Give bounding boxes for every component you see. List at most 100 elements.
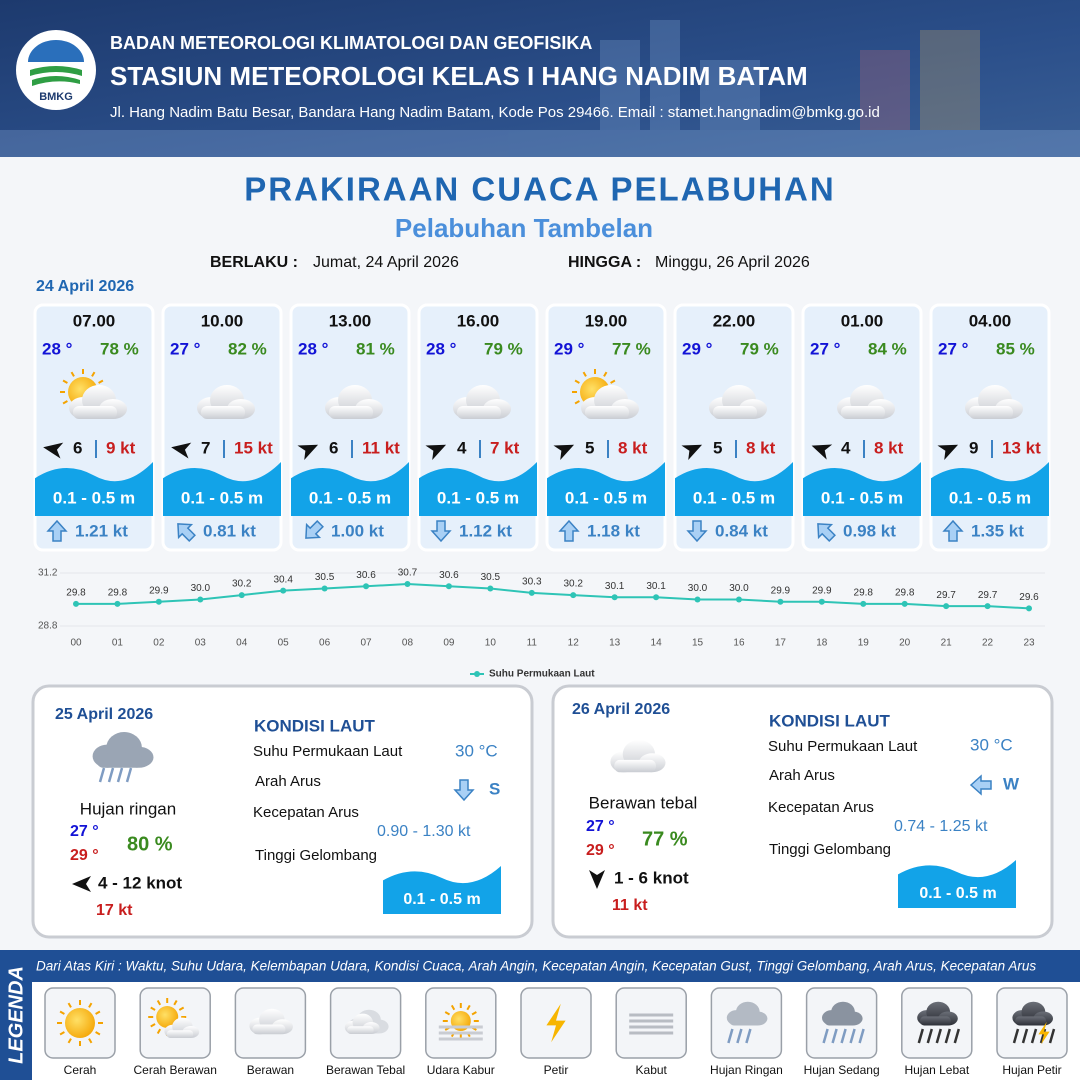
wave-height: 0.1 - 0.5 m — [309, 488, 391, 507]
x-tick-label: 19 — [858, 638, 870, 649]
rain-drop — [917, 1028, 925, 1044]
sst-point — [197, 596, 204, 603]
humidity: 79 % — [740, 339, 779, 358]
cloud-icon — [822, 1001, 863, 1026]
current-speed: 1.12 kt — [459, 521, 512, 540]
wave-height: 0.1 - 0.5 m — [919, 885, 996, 902]
wind-speed: 9 — [969, 438, 978, 457]
time: 13.00 — [329, 311, 372, 330]
sst-point — [901, 600, 908, 607]
temperature: 27 ° — [170, 339, 201, 358]
wave-band — [419, 462, 537, 516]
temperature: 27 ° — [810, 339, 841, 358]
current-dir: W — [1003, 774, 1020, 793]
wave-band — [547, 462, 665, 516]
rain-drop — [953, 1028, 961, 1044]
legend-item: Hujan Lebat — [901, 987, 973, 1077]
wave-label: Tinggi Gelombang — [255, 847, 377, 864]
sst-point — [943, 603, 950, 610]
legend-item: Cerah Berawan — [134, 987, 217, 1077]
legend-box — [615, 987, 687, 1059]
current-arrow — [453, 779, 475, 802]
time: 19.00 — [585, 311, 628, 330]
sst: 30 °C — [970, 735, 1013, 754]
rain-drop — [1021, 1028, 1029, 1044]
sun-ray — [574, 379, 580, 384]
valid-to-label: HINGGA : — [568, 254, 641, 271]
gust: 11 kt — [612, 897, 648, 914]
sst-point — [984, 603, 991, 610]
cloud-part — [201, 406, 245, 419]
gust-speed: 15 kt — [234, 438, 273, 457]
current-speed: 0.74 - 1.25 kt — [894, 818, 988, 835]
data-label: 29.9 — [771, 585, 791, 596]
rain-drop — [727, 1028, 734, 1044]
gust: 17 kt — [96, 902, 133, 919]
cloud-icon — [709, 385, 767, 419]
gust-speed: 8 kt — [746, 438, 776, 457]
cloud-icon — [325, 385, 383, 419]
rain-drop — [1039, 1028, 1047, 1044]
sst-point — [114, 600, 121, 607]
wave-band — [163, 462, 281, 516]
rain-drop — [840, 1028, 847, 1044]
cloud-icon — [726, 1001, 768, 1026]
legend-item: Udara Kabur — [425, 987, 497, 1077]
title: PRAKIRAAN CUACA PELABUHAN — [244, 171, 835, 208]
gust-speed: 7 kt — [490, 438, 520, 457]
cloud-part — [457, 406, 501, 419]
data-label: 29.9 — [149, 585, 169, 596]
cloud-icon — [92, 732, 154, 768]
sun-ray — [471, 1011, 477, 1016]
rain-drop — [944, 1028, 952, 1044]
cloud-icon — [69, 385, 127, 419]
wind-arrow — [937, 444, 959, 461]
sun-icon — [57, 1000, 103, 1046]
current-arrow — [305, 520, 324, 539]
wave-band — [803, 462, 921, 516]
sun-ray — [178, 1006, 185, 1011]
header-decor — [0, 20, 1080, 157]
wave-band — [291, 462, 409, 516]
x-tick-label: 18 — [816, 638, 828, 649]
sun-ray — [88, 1038, 93, 1044]
current-speed: 0.90 - 1.30 kt — [377, 823, 471, 840]
rain-drop — [1030, 1028, 1038, 1044]
wave-label: Tinggi Gelombang — [769, 841, 891, 858]
sst-point — [487, 585, 494, 592]
wind-arrow — [297, 444, 319, 461]
data-label: 30.5 — [315, 572, 335, 583]
station: STASIUN METEOROLOGI KELAS I HANG NADIM B… — [110, 61, 808, 91]
rain-drop — [858, 1028, 865, 1044]
sst-point — [73, 600, 79, 607]
sun-ray — [59, 1010, 65, 1015]
wind-arrow — [171, 442, 192, 459]
organization: BADAN METEOROLOGI KLIMATOLOGI DAN GEOFIS… — [110, 33, 592, 53]
data-label: 29.9 — [812, 585, 832, 596]
sun-ray — [88, 1002, 93, 1008]
temperature: 27 ° — [938, 339, 969, 358]
lightning-icon — [1038, 1021, 1050, 1045]
cloud-icon — [581, 385, 639, 419]
cloud-part — [824, 1016, 856, 1026]
y-tick-label: 28.8 — [38, 621, 58, 632]
humidity: 80 % — [127, 833, 173, 855]
wind-speed: 5 — [585, 438, 594, 457]
sun-ray — [95, 1031, 101, 1036]
humidity: 78 % — [100, 339, 139, 358]
sun-ray — [95, 1010, 101, 1015]
current-speed: 1.00 kt — [331, 521, 384, 540]
sst-point — [653, 594, 660, 601]
sst: 30 °C — [455, 741, 498, 760]
sst-point — [528, 589, 535, 596]
legend-label: Hujan Sedang — [804, 1063, 880, 1077]
sea-heading: KONDISI LAUT — [254, 716, 376, 735]
wind-arrow — [72, 876, 91, 892]
cloud-icon — [249, 1008, 293, 1035]
valid-from-label: BERLAKU : — [210, 254, 298, 271]
x-tick-label: 20 — [899, 638, 911, 649]
current-arrow — [430, 520, 452, 543]
cloud-icon — [1012, 1001, 1053, 1026]
